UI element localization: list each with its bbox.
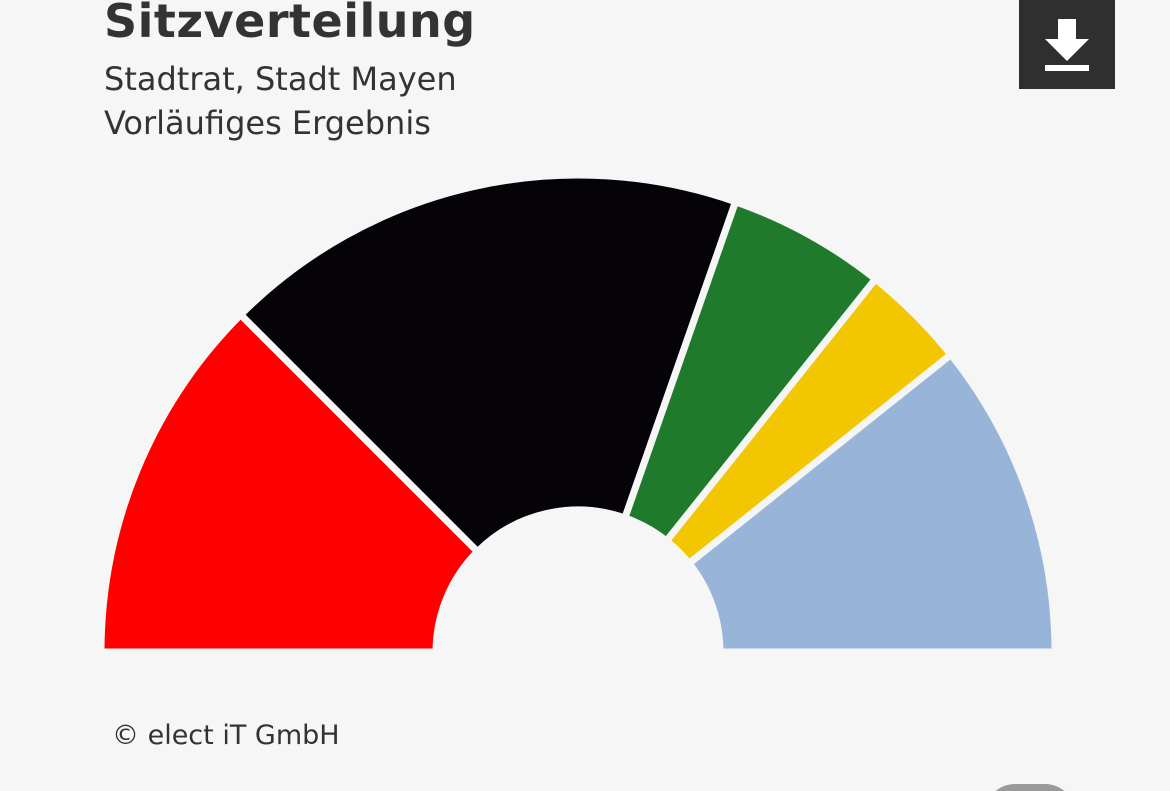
seat-segment-2[interactable]: [235, 171, 741, 557]
download-icon: [1045, 18, 1089, 71]
copyright-text: © elect iT GmbH: [112, 720, 340, 751]
chart-title: Sitzverteilung: [104, 0, 476, 48]
scroll-indicator[interactable]: [985, 784, 1075, 791]
chart-subtitle-body: Stadtrat, Stadt Mayen: [104, 60, 457, 98]
seat-segment-5[interactable]: [684, 349, 1059, 656]
download-button[interactable]: [1019, 0, 1115, 89]
chart-subtitle-status: Vorläufiges Ergebnis: [104, 104, 431, 142]
seat-segment-1[interactable]: [97, 309, 483, 656]
